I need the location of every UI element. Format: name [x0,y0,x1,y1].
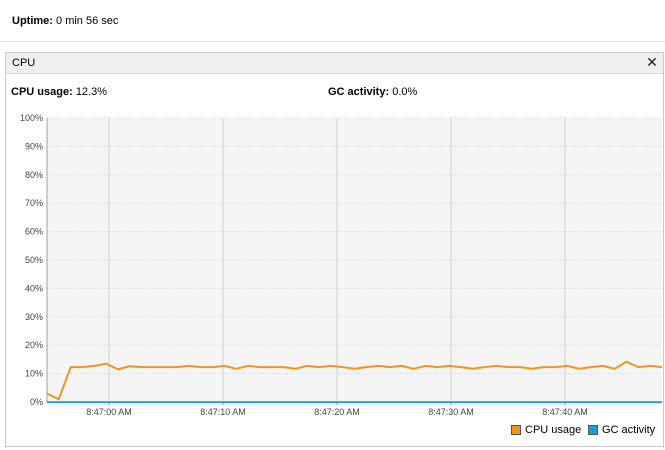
x-tick-label: 8:47:30 AM [428,407,474,417]
panel-bottom-border [5,446,664,447]
y-tick-label: 100% [20,113,43,123]
y-tick-label: 40% [25,283,43,293]
y-tick-label: 50% [25,255,43,265]
y-tick-label: 90% [25,141,43,151]
y-tick-label: 10% [25,369,43,379]
y-tick-label: 70% [25,198,43,208]
y-tick-label: 30% [25,312,43,322]
x-tick-label: 8:47:40 AM [542,407,588,417]
legend-gc-label: GC activity [602,424,655,436]
y-tick-label: 20% [25,340,43,350]
legend-cpu-label: CPU usage [525,424,581,436]
x-tick-label: 8:47:10 AM [200,407,246,417]
x-tick-label: 8:47:20 AM [314,407,360,417]
y-tick-label: 60% [25,227,43,237]
legend-cpu-usage: CPU usage [511,424,581,436]
cpu-usage-swatch [511,425,521,435]
gc-activity-swatch [588,425,598,435]
legend-gc-activity: GC activity [588,424,655,436]
x-tick-label: 8:47:00 AM [86,407,132,417]
y-tick-label: 80% [25,170,43,180]
y-tick-label: 0% [30,397,43,407]
